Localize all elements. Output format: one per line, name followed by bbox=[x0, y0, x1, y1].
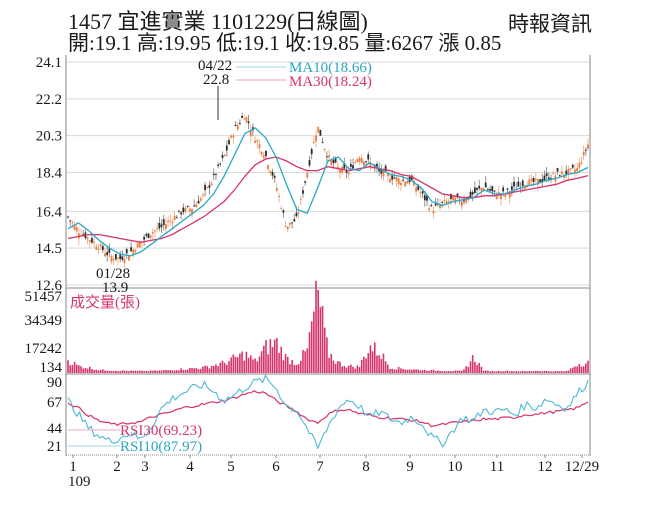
x-tick-label: 5 bbox=[227, 459, 235, 475]
rsi10-legend: RSI10(87.97) bbox=[120, 439, 202, 455]
price-ytick: 22.2 bbox=[36, 92, 62, 108]
rsi-ytick: 67 bbox=[47, 395, 63, 411]
high-date-label: 04/22 bbox=[198, 58, 232, 74]
x-tick-label: 1 bbox=[69, 459, 77, 475]
ma10-line bbox=[67, 127, 589, 257]
price-ytick: 12.6 bbox=[36, 278, 63, 294]
rsi10-line bbox=[67, 373, 589, 450]
price-ytick: 16.4 bbox=[36, 204, 63, 220]
price-ytick: 14.5 bbox=[36, 241, 62, 257]
x-tick-label: 2 bbox=[113, 459, 121, 475]
x-tick-label: 11 bbox=[490, 459, 504, 475]
x-tick-label: 4 bbox=[186, 459, 194, 475]
rsi30-line bbox=[67, 390, 589, 428]
ohlc-summary: 開:19.1 高:19.95 低:19.1 收:19.85 量:6267 漲 0… bbox=[68, 31, 502, 55]
x-tick-label: 8 bbox=[362, 459, 370, 475]
volume-y-axis: 51457 34349 17242 134 bbox=[25, 289, 63, 376]
price-y-axis: 24.1 22.2 20.3 18.4 16.4 14.5 12.6 bbox=[36, 55, 63, 294]
ma10-legend: MA10(18.66) bbox=[289, 60, 372, 76]
x-tick-label: 10 bbox=[448, 459, 463, 475]
volume-ytick: 134 bbox=[40, 360, 63, 376]
high-value-label: 22.8 bbox=[203, 72, 229, 88]
price-ytick: 24.1 bbox=[36, 55, 62, 71]
volume-ytick: 34349 bbox=[25, 313, 63, 329]
x-tick-label: 3 bbox=[141, 459, 149, 475]
ma30-legend: MA30(18.24) bbox=[289, 74, 372, 90]
price-ytick: 18.4 bbox=[36, 166, 63, 182]
volume-ytick: 51457 bbox=[25, 289, 63, 305]
volume-bars bbox=[67, 280, 589, 373]
price-grid bbox=[66, 61, 590, 286]
rsi-ytick: 90 bbox=[47, 375, 62, 391]
low-date-label: 01/28 bbox=[96, 266, 130, 282]
x-axis-labels: 1 2 3 4 5 6 7 8 9 10 11 12 12/29 bbox=[69, 455, 599, 475]
x-tick-label: 7 bbox=[316, 459, 324, 475]
rsi30-legend: RSI30(69.23) bbox=[120, 423, 202, 439]
source-label: 時報資訊 bbox=[508, 12, 592, 36]
volume-label: 成交量(張) bbox=[70, 293, 140, 311]
x-tick-label: 6 bbox=[272, 459, 280, 475]
x-tick-label: 12/29 bbox=[565, 459, 599, 475]
rsi-ytick: 21 bbox=[47, 439, 62, 455]
x-tick-label: 9 bbox=[406, 459, 414, 475]
year-label: 109 bbox=[68, 474, 91, 490]
chart-title: 1457 宜進實業 1101229(日線圖) bbox=[68, 9, 368, 34]
volume-ytick: 17242 bbox=[25, 341, 63, 357]
x-tick-label: 12 bbox=[538, 459, 553, 475]
rsi-ytick: 44 bbox=[47, 421, 63, 437]
price-candles bbox=[67, 112, 589, 268]
low-value-label: 13.9 bbox=[102, 280, 128, 296]
price-ytick: 20.3 bbox=[36, 129, 62, 145]
rsi-y-axis: 90 67 44 21 bbox=[47, 375, 63, 455]
